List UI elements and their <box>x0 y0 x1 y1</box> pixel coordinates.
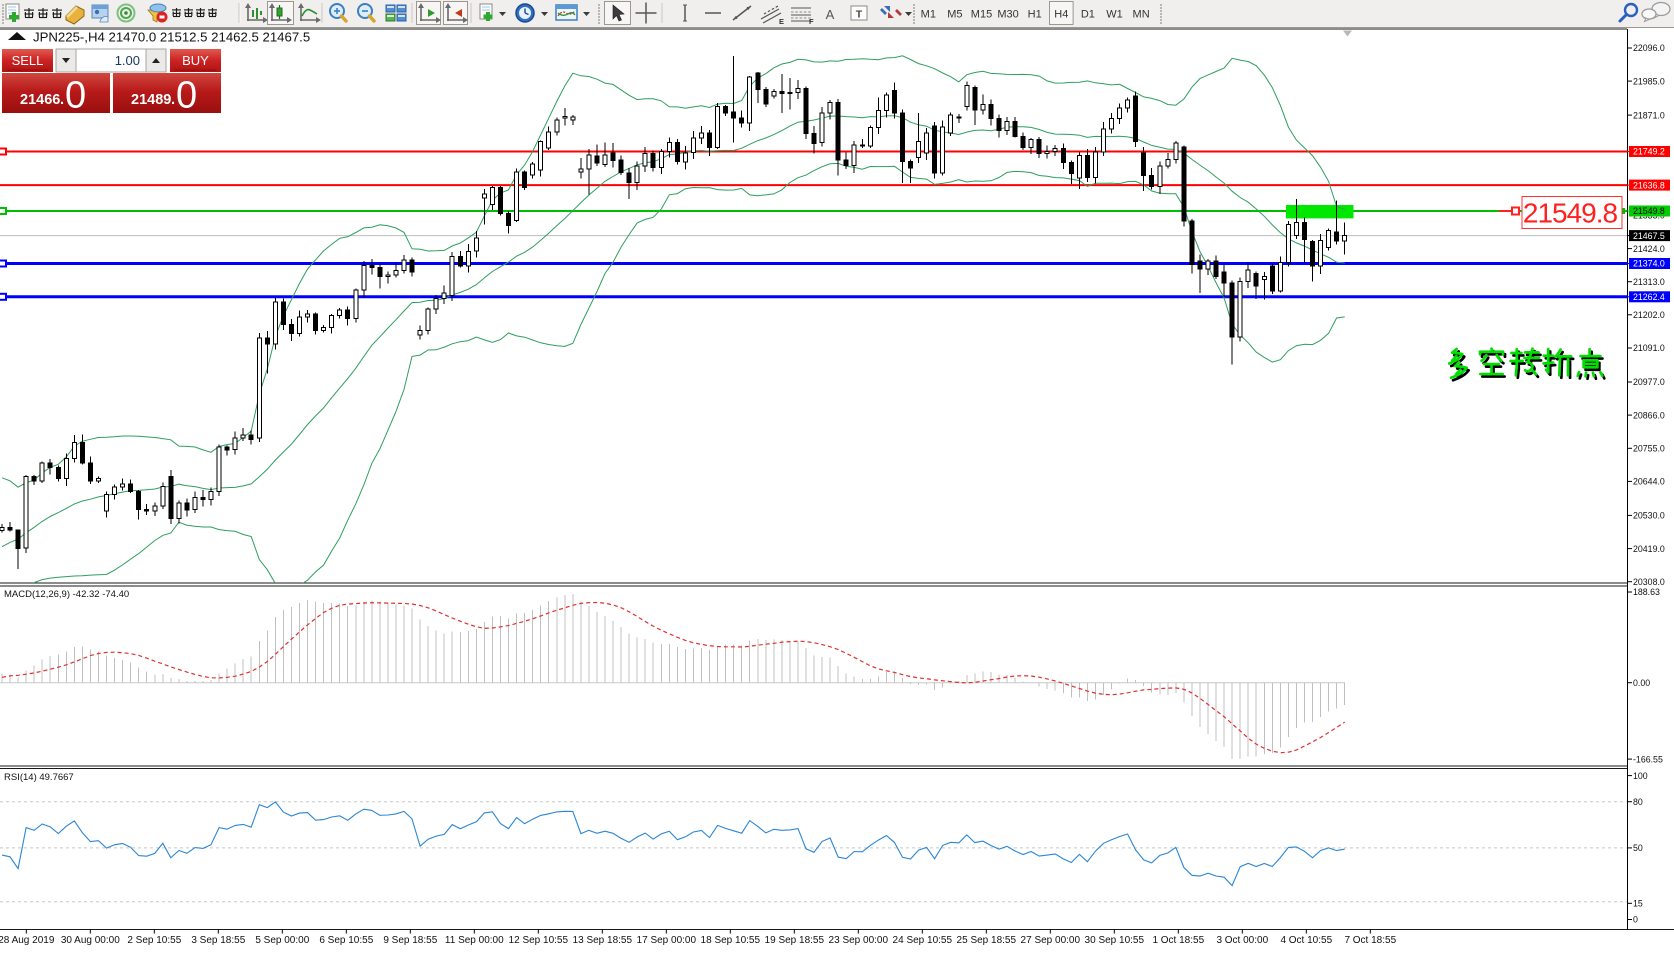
svg-text:20419.0: 20419.0 <box>1633 544 1665 554</box>
svg-text:20866.0: 20866.0 <box>1633 410 1665 420</box>
svg-text:20308.0: 20308.0 <box>1633 577 1665 587</box>
svg-text:M30: M30 <box>997 9 1018 21</box>
svg-text:T: T <box>856 9 863 21</box>
svg-text:7 Oct 18:55: 7 Oct 18:55 <box>1344 935 1396 946</box>
svg-text:F: F <box>809 17 814 26</box>
svg-text:H4: H4 <box>1054 9 1068 21</box>
svg-text:28 Aug 2019: 28 Aug 2019 <box>0 935 55 946</box>
svg-text:30 Sep 10:55: 30 Sep 10:55 <box>1085 935 1145 946</box>
svg-text:20755.0: 20755.0 <box>1633 444 1665 454</box>
svg-text:21374.0: 21374.0 <box>1633 259 1665 269</box>
svg-text:3 Oct 00:00: 3 Oct 00:00 <box>1216 935 1268 946</box>
svg-text:21749.2: 21749.2 <box>1633 147 1665 157</box>
svg-text:21466: 21466 <box>20 92 60 108</box>
svg-text:21871.0: 21871.0 <box>1633 110 1665 120</box>
svg-text:21636.8: 21636.8 <box>1633 180 1665 190</box>
svg-text:M5: M5 <box>947 9 962 21</box>
svg-text:17 Sep 00:00: 17 Sep 00:00 <box>637 935 697 946</box>
svg-text:M15: M15 <box>971 9 992 21</box>
svg-text:MN: MN <box>1133 9 1150 21</box>
svg-text:22096.0: 22096.0 <box>1633 43 1665 53</box>
svg-text:20530.0: 20530.0 <box>1633 511 1665 521</box>
svg-text:50: 50 <box>1633 843 1643 853</box>
svg-text:.: . <box>60 92 64 108</box>
svg-text:21091.0: 21091.0 <box>1633 343 1665 353</box>
svg-text:21985.0: 21985.0 <box>1633 76 1665 86</box>
svg-text:9 Sep 18:55: 9 Sep 18:55 <box>383 935 437 946</box>
svg-text:21549.8: 21549.8 <box>1523 198 1618 229</box>
svg-text:19 Sep 18:55: 19 Sep 18:55 <box>765 935 825 946</box>
svg-text:0: 0 <box>65 75 86 117</box>
svg-text:25 Sep 18:55: 25 Sep 18:55 <box>957 935 1017 946</box>
svg-text:6 Sep 10:55: 6 Sep 10:55 <box>319 935 373 946</box>
svg-text:A: A <box>826 7 835 22</box>
svg-text:21489: 21489 <box>131 92 171 108</box>
svg-text:20644.0: 20644.0 <box>1633 477 1665 487</box>
svg-text:11 Sep 00:00: 11 Sep 00:00 <box>445 935 504 946</box>
svg-text:D1: D1 <box>1081 9 1095 21</box>
svg-text:.: . <box>171 92 175 108</box>
svg-text:21424.0: 21424.0 <box>1633 244 1665 254</box>
svg-text:188.63: 188.63 <box>1633 587 1660 597</box>
svg-text:24 Sep 10:55: 24 Sep 10:55 <box>893 935 953 946</box>
svg-text:100: 100 <box>1633 771 1648 781</box>
svg-text:-166.55: -166.55 <box>1633 754 1663 764</box>
svg-text:21202.0: 21202.0 <box>1633 310 1665 320</box>
svg-text:1.00: 1.00 <box>115 53 140 68</box>
svg-text:27 Sep 00:00: 27 Sep 00:00 <box>1021 935 1081 946</box>
svg-text:20977.0: 20977.0 <box>1633 377 1665 387</box>
svg-text:M1: M1 <box>921 9 936 21</box>
svg-text:23 Sep 00:00: 23 Sep 00:00 <box>829 935 889 946</box>
svg-text:4 Oct 10:55: 4 Oct 10:55 <box>1280 935 1332 946</box>
svg-text:3 Sep 18:55: 3 Sep 18:55 <box>191 935 245 946</box>
svg-text:1 Oct 18:55: 1 Oct 18:55 <box>1152 935 1204 946</box>
svg-text:0: 0 <box>176 75 197 117</box>
svg-text:18 Sep 10:55: 18 Sep 10:55 <box>701 935 761 946</box>
svg-text:BUY: BUY <box>182 53 209 68</box>
svg-text:5 Sep 00:00: 5 Sep 00:00 <box>255 935 309 946</box>
svg-text:H1: H1 <box>1028 9 1042 21</box>
svg-text:W1: W1 <box>1106 9 1123 21</box>
svg-text:13 Sep 18:55: 13 Sep 18:55 <box>573 935 633 946</box>
svg-text:JPN225-,H4 21470.0 21512.5 21: JPN225-,H4 21470.0 21512.5 21462.5 21467… <box>33 30 310 45</box>
svg-text:12 Sep 10:55: 12 Sep 10:55 <box>509 935 569 946</box>
svg-text:21467.5: 21467.5 <box>1633 231 1665 241</box>
svg-text:0: 0 <box>1633 915 1638 925</box>
svg-text:2 Sep 10:55: 2 Sep 10:55 <box>127 935 181 946</box>
svg-text:21549.8: 21549.8 <box>1633 206 1665 216</box>
svg-text:E: E <box>779 17 784 26</box>
svg-text:21262.4: 21262.4 <box>1633 292 1665 302</box>
svg-text:0.00: 0.00 <box>1633 678 1650 688</box>
svg-text:21313.0: 21313.0 <box>1633 277 1665 287</box>
svg-text:30 Aug 00:00: 30 Aug 00:00 <box>61 935 120 946</box>
svg-text:RSI(14) 49.7667: RSI(14) 49.7667 <box>4 772 74 783</box>
svg-text:15: 15 <box>1633 899 1643 909</box>
svg-text:SELL: SELL <box>12 53 44 68</box>
svg-text:MACD(12,26,9) -42.32 -74.40: MACD(12,26,9) -42.32 -74.40 <box>4 589 129 600</box>
svg-text:80: 80 <box>1633 797 1643 807</box>
